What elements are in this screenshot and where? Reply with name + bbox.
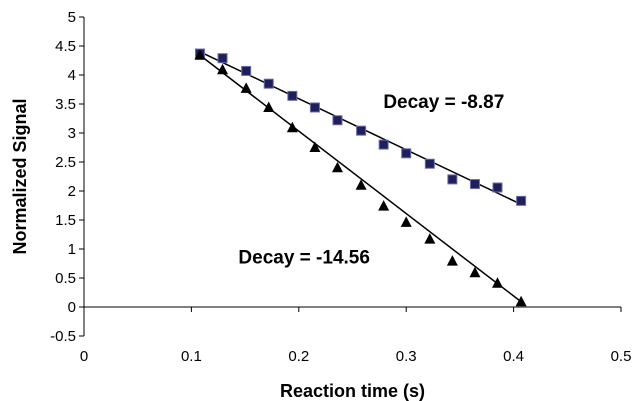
triangle-marker [446, 255, 458, 266]
triangle-marker [469, 266, 481, 278]
y-tick-label: 1.5 [55, 212, 76, 229]
y-tick-label: 0.5 [55, 270, 76, 287]
x-tick-label: 0.5 [611, 348, 632, 365]
triangle-marker [491, 277, 503, 288]
fit-line-series-1 [199, 54, 522, 303]
triangle-marker [194, 49, 206, 60]
square-marker [241, 65, 252, 76]
y-tick-label: 3.5 [55, 96, 76, 113]
square-marker [401, 148, 412, 159]
triangle-marker [515, 295, 527, 307]
square-marker [424, 158, 435, 169]
triangle-marker [263, 101, 275, 112]
y-tick-label: 5 [68, 9, 76, 26]
triangle-marker [286, 121, 298, 133]
square-marker [356, 125, 367, 136]
square-marker [217, 53, 228, 64]
triangle-marker [240, 82, 252, 93]
y-tick-label: 4.5 [55, 38, 76, 55]
x-tick-label: 0.4 [503, 348, 524, 365]
data-markers [194, 48, 527, 307]
y-tick-label: 2.5 [55, 154, 76, 171]
x-axis-title: Reaction time (s) [280, 381, 425, 401]
square-marker [332, 115, 343, 126]
square-marker [516, 195, 527, 206]
triangle-marker [309, 141, 321, 152]
decay-annotation-upper: Decay = -8.87 [383, 92, 504, 113]
y-tick-label: 2 [68, 183, 76, 200]
chart-labels: Reaction time (s) Normalized Signal Deca… [10, 92, 504, 401]
y-axis-title: Normalized Signal [10, 98, 30, 254]
triangle-marker [400, 216, 412, 227]
square-marker [492, 182, 503, 193]
triangle-marker [424, 233, 436, 244]
y-tick-label: 3 [68, 125, 76, 142]
x-tick-label: 0.2 [288, 348, 309, 365]
triangle-marker [378, 200, 390, 211]
y-tick-label: -0.5 [50, 328, 76, 345]
x-tick-label: 0 [80, 348, 88, 365]
square-marker [469, 179, 480, 190]
square-marker [263, 78, 274, 89]
square-marker [378, 139, 389, 150]
x-tick-label: 0.1 [181, 348, 202, 365]
x-tick-label: 0.3 [396, 348, 417, 365]
square-marker [309, 102, 320, 113]
triangle-marker [217, 63, 229, 75]
decay-annotation-lower: Decay = -14.56 [238, 248, 370, 269]
triangle-marker [355, 179, 367, 190]
y-tick-label: 1 [68, 241, 76, 258]
y-tick-label: 0 [68, 299, 76, 316]
y-tick-label: 4 [68, 67, 76, 84]
triangle-marker [331, 161, 343, 173]
square-marker [287, 90, 298, 101]
chart-axes: -0.500.511.522.533.544.550 0.1 0.2 0.3 0.4 0.… [50, 9, 631, 365]
square-marker [447, 174, 458, 185]
